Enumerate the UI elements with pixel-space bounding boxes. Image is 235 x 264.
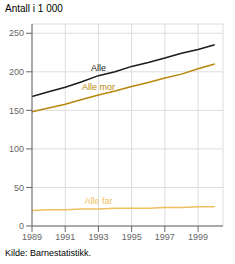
svg-text:100: 100	[9, 144, 24, 154]
html-text:Antall i 1 000: Antall i 1 000	[5, 3, 63, 14]
svg-text:Alle far: Alle far	[84, 196, 112, 206]
svg-text:Alle mor: Alle mor	[82, 82, 115, 92]
svg-text:1995: 1995	[122, 232, 142, 242]
svg-text:250: 250	[9, 28, 24, 38]
svg-text:50: 50	[14, 183, 24, 193]
svg-text:1997: 1997	[155, 232, 175, 242]
svg-text:Alle: Alle	[91, 63, 106, 73]
svg-text:0: 0	[19, 221, 24, 231]
svg-text:200: 200	[9, 67, 24, 77]
svg-text:1991: 1991	[55, 232, 75, 242]
svg-text:150: 150	[9, 106, 24, 116]
svg-text:1989: 1989	[22, 232, 42, 242]
svg-text:1999: 1999	[188, 232, 208, 242]
svg-text:1993: 1993	[88, 232, 108, 242]
html-text:Kilde: Barnestatistikk.: Kilde: Barnestatistikk.	[5, 248, 91, 258]
